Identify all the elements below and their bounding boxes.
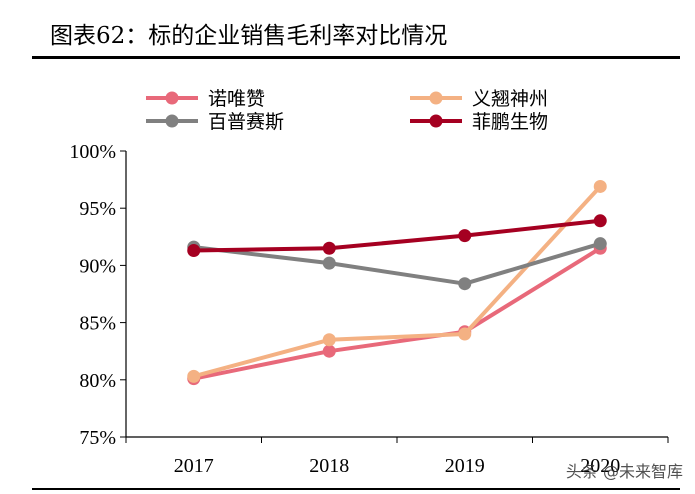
data-point (322, 256, 336, 270)
series-line (193, 241, 601, 286)
data-point (458, 327, 472, 341)
data-point (593, 214, 607, 228)
series-line (193, 218, 601, 253)
legend-item: 百普赛斯 (146, 111, 284, 133)
data-point (187, 244, 201, 258)
y-tick-label: 90% (79, 255, 116, 277)
bottom-rule (32, 488, 680, 490)
legend-marker (429, 91, 443, 105)
data-point (593, 237, 607, 251)
legend-label: 诺唯赞 (208, 88, 265, 110)
data-point (458, 277, 472, 291)
series-百普赛斯 (187, 237, 607, 291)
axes: 75% 80% 85% 90% 95% 100% 2017 2018 2019 2020 (69, 141, 669, 477)
data-point (593, 179, 607, 193)
x-tick-label: 2017 (174, 455, 214, 477)
y-tick-label: 95% (79, 198, 116, 220)
legend-marker (165, 114, 179, 128)
data-point (322, 344, 336, 358)
series-诺唯赞 (187, 241, 607, 386)
legend-item: 义翘神州 (410, 88, 548, 110)
legend-marker (165, 91, 179, 105)
data-point (322, 241, 336, 255)
legend-item: 诺唯赞 (146, 88, 265, 110)
watermark: 头条 @未来智库 (565, 462, 683, 481)
y-tick-label: 80% (79, 370, 116, 392)
x-tick-label: 2019 (445, 455, 485, 477)
series-layer (187, 179, 607, 386)
series-line (193, 246, 602, 381)
legend-marker (429, 114, 443, 128)
title-rule (32, 56, 680, 59)
legend-label: 义翘神州 (472, 88, 548, 110)
legend-label: 菲鹏生物 (472, 111, 548, 133)
y-tick-label: 100% (69, 141, 116, 163)
data-point (187, 369, 201, 383)
data-point (322, 333, 336, 347)
series-line (193, 185, 602, 379)
series-义翘神州 (187, 179, 607, 383)
data-point (458, 229, 472, 243)
x-tick-label: 2018 (309, 455, 349, 477)
y-tick-label: 75% (79, 427, 116, 449)
legend-label: 百普赛斯 (208, 111, 284, 133)
x-tick-label: 2020 (580, 455, 620, 477)
legend-item: 菲鹏生物 (410, 111, 548, 133)
y-tick-label: 85% (79, 313, 116, 335)
chart-title: 图表62：标的企业销售毛利率对比情况 (50, 23, 448, 49)
series-菲鹏生物 (187, 214, 607, 258)
